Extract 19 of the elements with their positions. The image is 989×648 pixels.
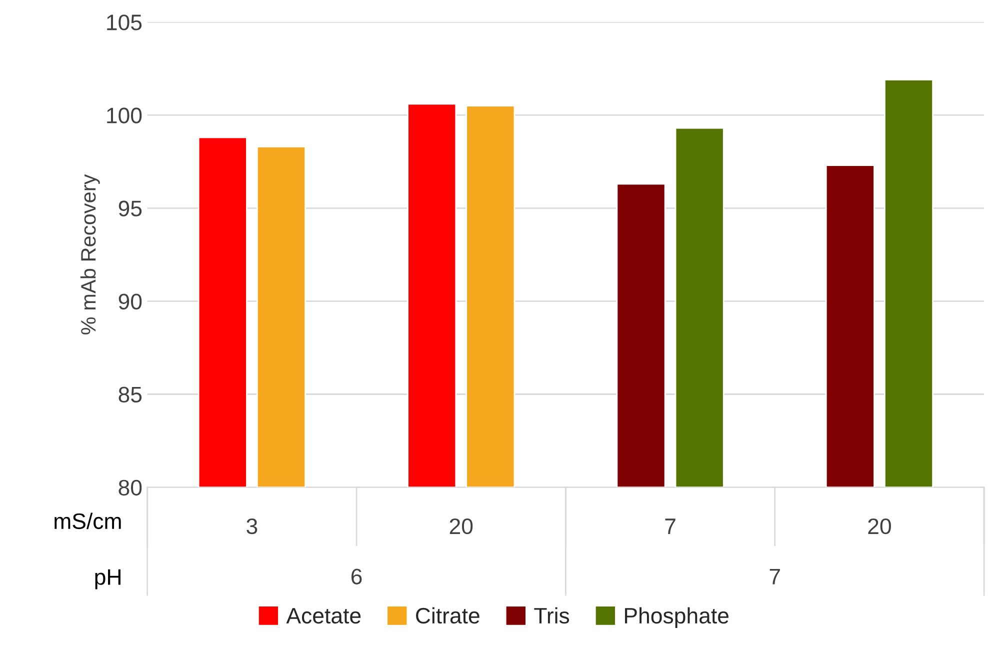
x-tick-label: 7: [665, 518, 676, 534]
y-tick-label: 85: [118, 386, 142, 403]
x-tick-label: 3: [246, 518, 258, 534]
y-tick-label: 90: [118, 294, 142, 310]
y-axis-title: % mAb Recovery: [80, 174, 100, 334]
y-tick-label: 95: [118, 200, 142, 216]
legend-label: Citrate: [416, 607, 480, 624]
text: 6: [351, 568, 362, 584]
x-tick-label: 20: [450, 518, 473, 534]
y-tick-label: 105: [107, 14, 142, 30]
legend-label: Acetate: [286, 608, 361, 624]
y-tick-label: 80: [118, 480, 142, 496]
legend-label: Phosphate: [625, 607, 728, 628]
y-tick-label: 100: [107, 108, 142, 124]
legend-label: Tris: [534, 607, 570, 624]
x-tick-label: 20: [868, 518, 891, 534]
text: mS/cm: [54, 512, 121, 530]
text: pH: [95, 569, 120, 590]
text: 7: [770, 568, 780, 584]
